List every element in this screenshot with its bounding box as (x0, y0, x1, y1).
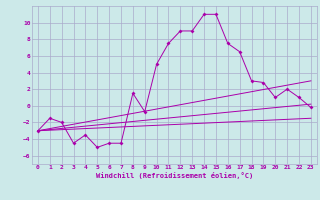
X-axis label: Windchill (Refroidissement éolien,°C): Windchill (Refroidissement éolien,°C) (96, 172, 253, 179)
